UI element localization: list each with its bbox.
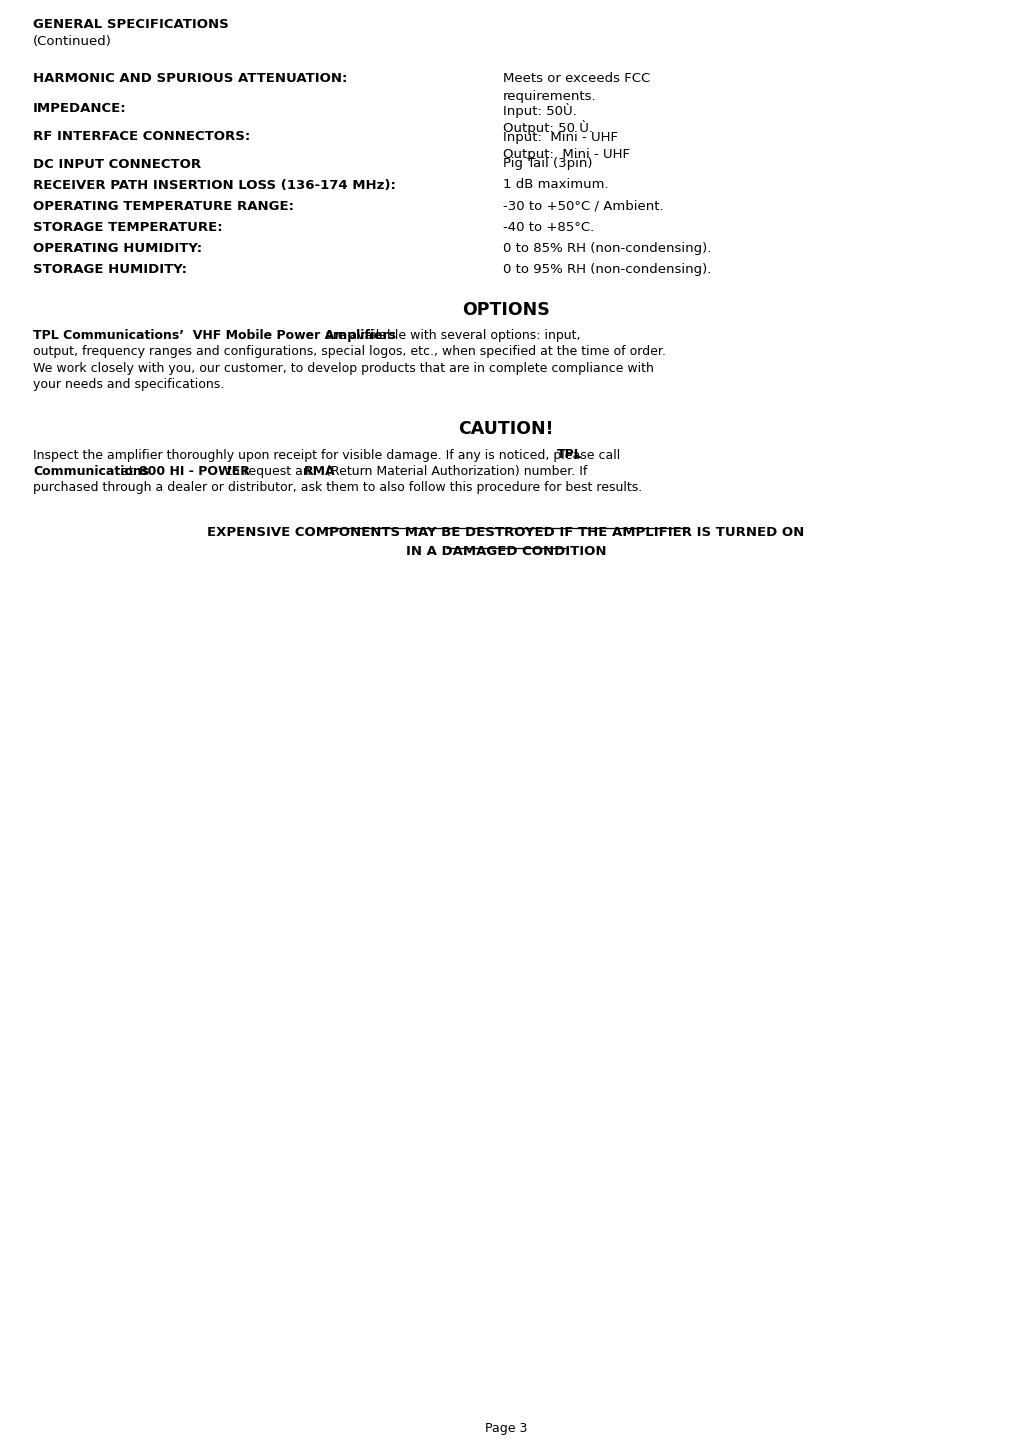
Text: at: at: [117, 465, 137, 478]
Text: output, frequency ranges and configurations, special logos, etc., when specified: output, frequency ranges and configurati…: [33, 345, 665, 358]
Text: STORAGE TEMPERATURE:: STORAGE TEMPERATURE:: [33, 221, 222, 234]
Text: DC INPUT CONNECTOR: DC INPUT CONNECTOR: [33, 157, 201, 170]
Text: Input: 50Ù.: Input: 50Ù.: [502, 103, 576, 117]
Text: (Continued): (Continued): [33, 35, 112, 48]
Text: RMA: RMA: [303, 465, 335, 478]
Text: -30 to +50°C / Ambient.: -30 to +50°C / Ambient.: [502, 199, 663, 212]
Text: Inspect the amplifier thoroughly upon receipt for visible damage. If any is noti: Inspect the amplifier thoroughly upon re…: [33, 449, 624, 462]
Text: 800 HI - POWER: 800 HI - POWER: [139, 465, 250, 478]
Text: -40 to +85°C.: -40 to +85°C.: [502, 221, 593, 234]
Text: IN A DAMAGED CONDITION: IN A DAMAGED CONDITION: [405, 546, 606, 559]
Text: CAUTION!: CAUTION!: [458, 420, 553, 439]
Text: Communications: Communications: [33, 465, 149, 478]
Text: TPL: TPL: [556, 449, 582, 462]
Text: RECEIVER PATH INSERTION LOSS (136-174 MHz):: RECEIVER PATH INSERTION LOSS (136-174 MH…: [33, 179, 395, 192]
Text: Output: 50 Ù.: Output: 50 Ù.: [502, 120, 592, 134]
Text: Input:  Mini - UHF: Input: Mini - UHF: [502, 130, 618, 143]
Text: OPERATING TEMPERATURE RANGE:: OPERATING TEMPERATURE RANGE:: [33, 199, 294, 212]
Text: Meets or exceeds FCC: Meets or exceeds FCC: [502, 72, 650, 85]
Text: STORAGE HUMIDITY:: STORAGE HUMIDITY:: [33, 263, 187, 276]
Text: to request an: to request an: [222, 465, 314, 478]
Text: IMPEDANCE:: IMPEDANCE:: [33, 103, 126, 116]
Text: GENERAL SPECIFICATIONS: GENERAL SPECIFICATIONS: [33, 17, 228, 30]
Text: Page 3: Page 3: [484, 1422, 527, 1435]
Text: HARMONIC AND SPURIOUS ATTENUATION:: HARMONIC AND SPURIOUS ATTENUATION:: [33, 72, 347, 85]
Text: 1 dB maximum.: 1 dB maximum.: [502, 179, 608, 192]
Text: TPL Communications’  VHF Mobile Power Amplifiers: TPL Communications’ VHF Mobile Power Amp…: [33, 328, 395, 341]
Text: your needs and specifications.: your needs and specifications.: [33, 378, 224, 391]
Text: are available with several options: input,: are available with several options: inpu…: [320, 328, 580, 341]
Text: 0 to 95% RH (non-condensing).: 0 to 95% RH (non-condensing).: [502, 263, 711, 276]
Text: RF INTERFACE CONNECTORS:: RF INTERFACE CONNECTORS:: [33, 130, 250, 143]
Text: Output:  Mini - UHF: Output: Mini - UHF: [502, 147, 629, 160]
Text: EXPENSIVE COMPONENTS MAY BE DESTROYED IF THE AMPLIFIER IS TURNED ON: EXPENSIVE COMPONENTS MAY BE DESTROYED IF…: [207, 526, 804, 539]
Text: (Return Material Authorization) number. If: (Return Material Authorization) number. …: [321, 465, 586, 478]
Text: purchased through a dealer or distributor, ask them to also follow this procedur: purchased through a dealer or distributo…: [33, 481, 642, 494]
Text: OPERATING HUMIDITY:: OPERATING HUMIDITY:: [33, 241, 202, 254]
Text: Pig Tail (3pin): Pig Tail (3pin): [502, 157, 591, 170]
Text: requirements.: requirements.: [502, 90, 596, 103]
Text: We work closely with you, our customer, to develop products that are in complete: We work closely with you, our customer, …: [33, 361, 653, 374]
Text: 0 to 85% RH (non-condensing).: 0 to 85% RH (non-condensing).: [502, 241, 711, 254]
Text: OPTIONS: OPTIONS: [462, 300, 549, 319]
